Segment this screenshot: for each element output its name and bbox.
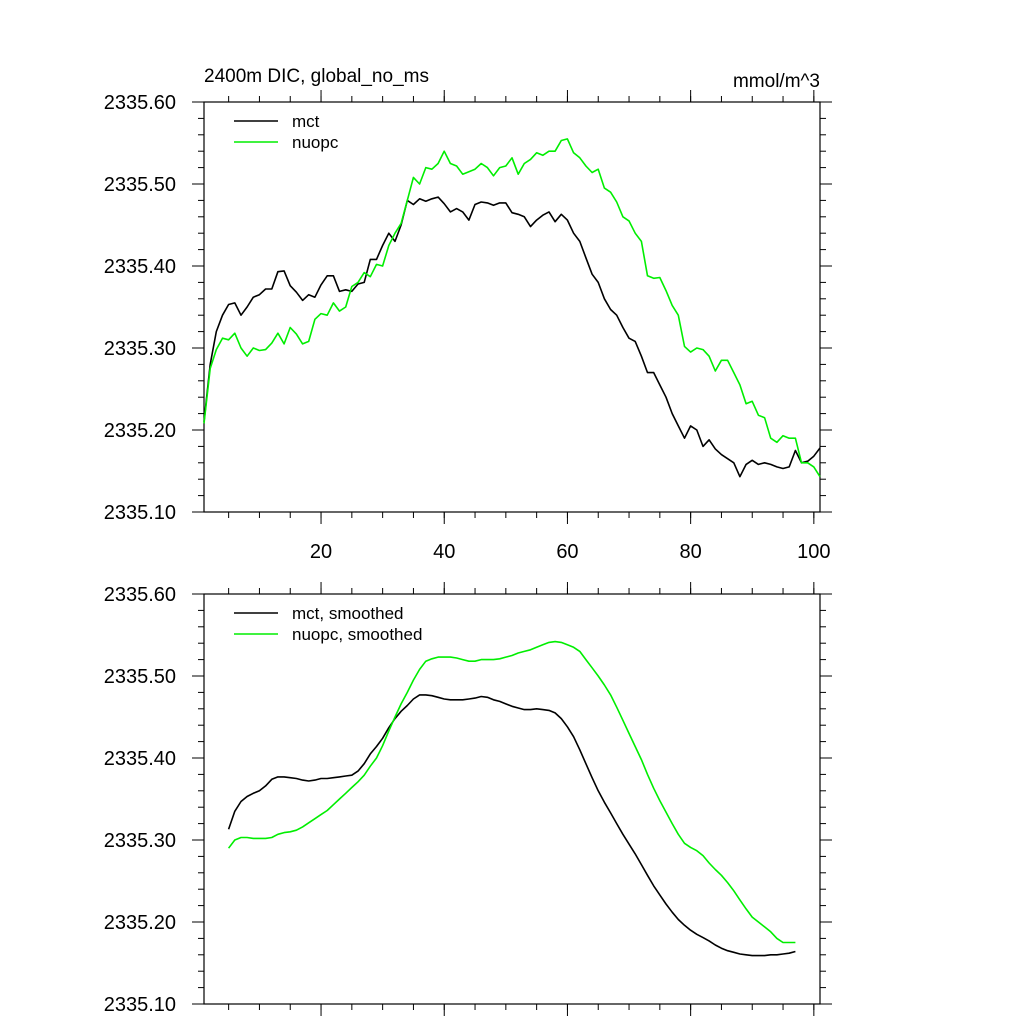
bottom-panel: 2335.10 2335.20 2335.30 2335.40 2335.50 2335.… bbox=[104, 582, 832, 1016]
top-xtick-label: 60 bbox=[556, 541, 578, 563]
top-xtick-label: 20 bbox=[310, 541, 332, 563]
top-panel: 2335.10 2335.20 2335.30 2335.40 2335.50 2335.… bbox=[104, 90, 832, 563]
top-x-tick-labels: 20 40 60 80 100 bbox=[310, 541, 831, 563]
top-xtick-label: 100 bbox=[797, 541, 830, 563]
series-line-mct bbox=[203, 196, 821, 478]
bottom-ytick-label: 2335.20 bbox=[104, 912, 176, 934]
bottom-ytick-label: 2335.50 bbox=[104, 666, 176, 688]
bottom-ytick-label: 2335.40 bbox=[104, 748, 176, 770]
top-xtick-label: 40 bbox=[433, 541, 455, 563]
top-ytick-label: 2335.10 bbox=[104, 502, 176, 524]
units-label: mmol/m^3 bbox=[733, 71, 820, 92]
bottom-ytick-label: 2335.60 bbox=[104, 584, 176, 606]
series-line-mct-smoothed bbox=[227, 694, 796, 957]
bottom-y-tick-labels: 2335.10 2335.20 2335.30 2335.40 2335.50 2335.… bbox=[104, 584, 176, 1016]
bottom-series-group bbox=[227, 640, 796, 957]
series-line-nuopc-smoothed bbox=[227, 640, 796, 944]
top-ytick-label: 2335.40 bbox=[104, 256, 176, 278]
bottom-plot-frame bbox=[203, 593, 821, 1005]
top-ytick-label: 2335.30 bbox=[104, 338, 176, 360]
top-ytick-label: 2335.50 bbox=[104, 174, 176, 196]
chart-title: 2400m DIC, global_no_ms bbox=[204, 66, 429, 87]
top-ytick-label: 2335.60 bbox=[104, 92, 176, 114]
legend-label-mct-smoothed: mct, smoothed bbox=[292, 604, 404, 623]
legend-label-nuopc: nuopc bbox=[292, 133, 339, 152]
top-y-tick-labels: 2335.10 2335.20 2335.30 2335.40 2335.50 2335.… bbox=[104, 92, 176, 524]
bottom-axis-ticks bbox=[192, 582, 832, 1016]
top-series-group bbox=[203, 138, 821, 478]
top-plot-frame bbox=[203, 101, 821, 513]
top-xtick-label: 80 bbox=[680, 541, 702, 563]
top-legend: mct nuopc bbox=[234, 112, 339, 152]
series-line-nuopc bbox=[203, 138, 821, 478]
bottom-ytick-label: 2335.10 bbox=[104, 994, 176, 1016]
legend-label-nuopc-smoothed: nuopc, smoothed bbox=[292, 625, 422, 644]
legend-label-mct: mct bbox=[292, 112, 320, 131]
bottom-legend: mct, smoothed nuopc, smoothed bbox=[234, 604, 422, 644]
top-axis-ticks bbox=[192, 90, 832, 524]
bottom-ytick-label: 2335.30 bbox=[104, 830, 176, 852]
top-ytick-label: 2335.20 bbox=[104, 420, 176, 442]
